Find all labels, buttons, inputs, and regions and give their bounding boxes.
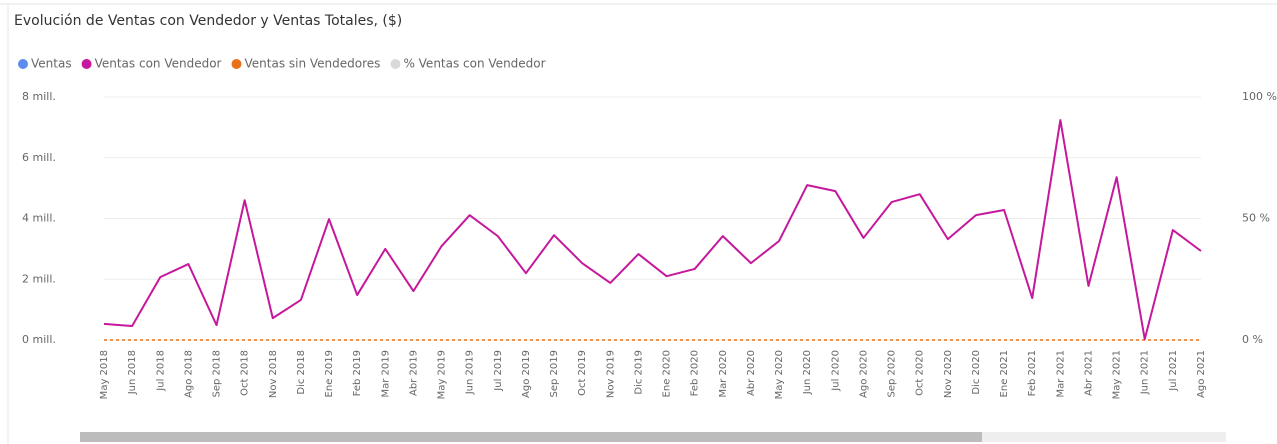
legend-marker <box>390 59 401 69</box>
x-tick-label: May 2018 <box>99 350 110 399</box>
x-tick-label: Ago 2018 <box>183 350 194 398</box>
x-tick-label: Nov 2018 <box>268 350 279 398</box>
x-tick-label: Ago 2021 <box>1196 350 1207 398</box>
x-tick-label: Jun 2021 <box>1140 350 1151 395</box>
x-tick-label: Jul 2019 <box>493 350 504 392</box>
y-tick-label: 0 mill. <box>22 333 56 346</box>
legend-label: Ventas con Vendedor <box>95 57 222 71</box>
x-tick-label: Abr 2021 <box>1083 350 1094 396</box>
x-tick-label: May 2021 <box>1112 350 1123 399</box>
x-tick-label: Ago 2019 <box>521 350 532 398</box>
legend-marker <box>18 59 28 69</box>
x-tick-label: Dic 2019 <box>633 350 644 395</box>
x-tick-label: Sep 2019 <box>549 350 560 397</box>
x-tick-label: Jun 2019 <box>465 350 476 395</box>
x-tick-label: May 2020 <box>774 350 785 399</box>
x-tick-label: Oct 2018 <box>240 350 251 396</box>
x-tick-label: Ene 2021 <box>999 350 1010 397</box>
x-tick-label: Abr 2019 <box>408 350 419 396</box>
chart-title: Evolución de Ventas con Vendedor y Venta… <box>14 13 402 29</box>
x-tick-label: Nov 2019 <box>605 350 616 398</box>
y-tick-label: 6 mill. <box>22 151 56 164</box>
legend-marker <box>231 59 242 69</box>
x-tick-label: Jun 2020 <box>802 350 813 395</box>
y-tick-label: 4 mill. <box>22 212 56 225</box>
x-tick-label: Nov 2020 <box>943 350 954 398</box>
x-tick-label: Jul 2018 <box>155 350 166 392</box>
legend-label: % Ventas con Vendedor <box>403 57 545 71</box>
legend-marker <box>81 59 92 69</box>
x-tick-label: Dic 2018 <box>296 350 307 395</box>
legend-label: Ventas sin Vendedores <box>245 57 381 71</box>
x-tick-label: Abr 2020 <box>746 350 757 396</box>
y2-tick-label: 100 % <box>1242 90 1277 103</box>
y2-tick-label: 0 % <box>1242 333 1263 346</box>
x-tick-label: Oct 2020 <box>915 350 926 396</box>
legend-label: Ventas <box>31 57 72 71</box>
x-tick-label: Mar 2021 <box>1055 350 1066 398</box>
x-tick-label: Jul 2020 <box>830 350 841 392</box>
y2-tick-label: 50 % <box>1242 212 1270 225</box>
y-tick-label: 8 mill. <box>22 90 56 103</box>
x-tick-label: Dic 2020 <box>971 350 982 395</box>
x-tick-label: Ene 2020 <box>662 350 673 397</box>
scrollbar-thumb[interactable] <box>80 432 982 442</box>
x-tick-label: Ago 2020 <box>858 350 869 398</box>
x-tick-label: Sep 2020 <box>887 350 898 397</box>
x-tick-label: Jul 2021 <box>1168 350 1179 392</box>
x-tick-label: Oct 2019 <box>577 350 588 396</box>
x-tick-label: Feb 2020 <box>690 350 701 396</box>
x-tick-label: Mar 2020 <box>718 350 729 398</box>
y-tick-label: 2 mill. <box>22 272 56 285</box>
x-tick-label: May 2019 <box>437 350 448 399</box>
x-tick-label: Feb 2019 <box>352 350 363 396</box>
x-tick-label: Mar 2019 <box>380 350 391 398</box>
series-line <box>103 119 1202 341</box>
x-tick-label: Jun 2018 <box>127 350 138 395</box>
x-tick-label: Ene 2019 <box>324 350 335 397</box>
x-tick-label: Sep 2018 <box>212 350 223 397</box>
x-tick-label: Feb 2021 <box>1027 350 1038 396</box>
